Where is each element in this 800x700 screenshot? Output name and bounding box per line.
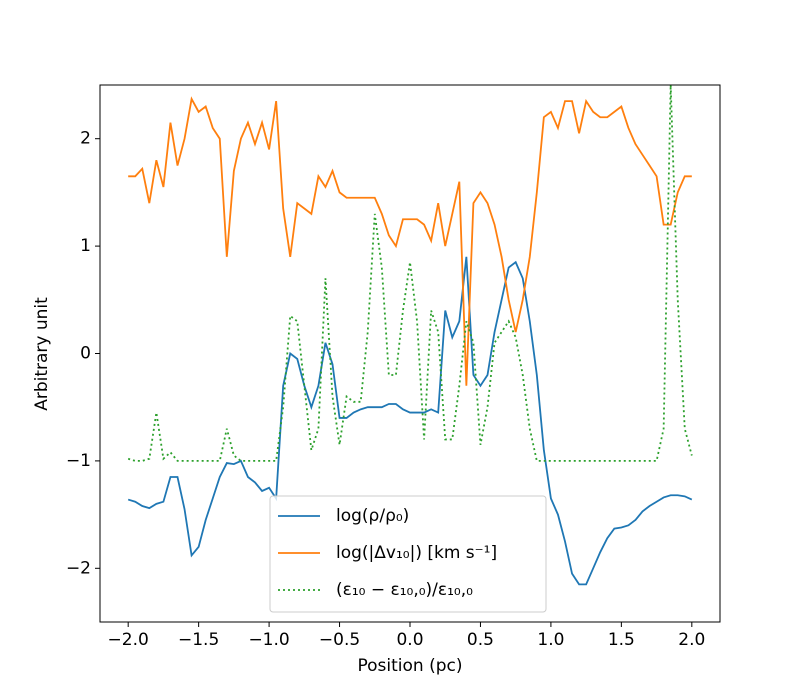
x-tick-label: 1.5 <box>608 630 635 650</box>
legend-box <box>269 495 547 613</box>
data-line <box>127 85 693 462</box>
plot-area <box>127 85 693 586</box>
x-tick-label: 2.0 <box>678 630 705 650</box>
data-line <box>128 96 692 386</box>
legend-label: (ε₁₀ − ε₁₀,₀)/ε₁₀,₀ <box>336 580 473 600</box>
data-line <box>127 256 693 586</box>
x-tick-label: −1.5 <box>178 630 219 650</box>
x-tick-label: 1.0 <box>537 630 564 650</box>
x-tick-label: −2.0 <box>108 630 149 650</box>
x-tick-label: 0.5 <box>467 630 494 650</box>
x-tick-label: −0.5 <box>319 630 360 650</box>
x-tick-label: −1.0 <box>248 630 289 650</box>
y-tick-label: −1 <box>66 451 91 471</box>
y-tick-label: 0 <box>80 344 91 364</box>
x-axis-label: Position (pc) <box>358 656 463 676</box>
legend-label: log(ρ/ρ₀) <box>336 506 409 526</box>
y-axis-label: Arbitrary unit <box>32 297 52 411</box>
y-tick-label: 2 <box>80 129 91 149</box>
y-tick-label: 1 <box>80 236 91 256</box>
x-tick-label: 0.0 <box>396 630 423 650</box>
legend-label: log(|Δv₁₀|) [km s⁻¹] <box>336 543 497 563</box>
y-tick-label: −2 <box>66 558 91 578</box>
